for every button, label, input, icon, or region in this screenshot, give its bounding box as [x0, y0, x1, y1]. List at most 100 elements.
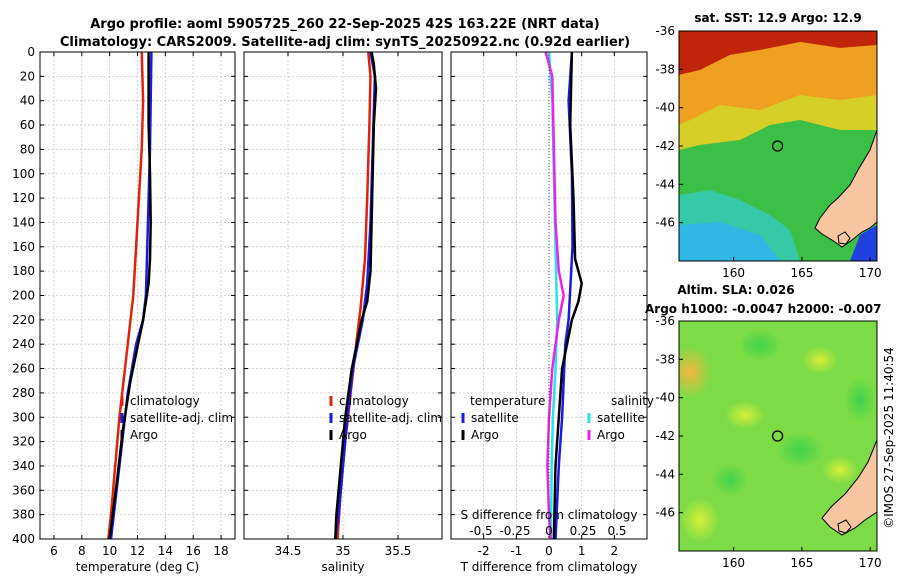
map-x-tick-label: 165: [790, 266, 813, 280]
figure-title-line2: Climatology: CARS2009. Satellite-adj cli…: [60, 35, 630, 50]
map-y-tick-label: -36: [655, 24, 675, 38]
plot-frame: [243, 51, 443, 540]
y-tick-label: 240: [12, 337, 35, 351]
map-y-tick-label: -42: [655, 429, 675, 443]
map-y-tick-label: -44: [655, 467, 675, 481]
sst-map: [679, 31, 877, 261]
temperature-panel: 0 20 40 60 80 100 120 140 160 180 200 220 240 260 280 3…: [12, 45, 236, 574]
y-tick-label: 80: [20, 142, 35, 156]
plot-frame: [39, 51, 236, 540]
sla-green-spot-2: [776, 432, 824, 468]
sst-coast-land: [814, 129, 877, 248]
argo-position-marker: [771, 140, 784, 152]
sla-map-title: Altim. SLA: 0.026: [677, 283, 794, 297]
salinity-axis-label: S difference from climatology: [461, 508, 638, 522]
x-tick-label: 10: [102, 544, 117, 558]
y-tick-label: 20: [20, 69, 35, 83]
x-tick-label: 6: [50, 544, 58, 558]
legend-label: Argo: [130, 428, 158, 442]
x-tick-label: 1: [578, 544, 586, 558]
y-tick-label: 140: [12, 215, 35, 229]
imos-side-label: ©IMOS 27-Sep-2025 11:40:54: [882, 347, 896, 529]
sla-map: [679, 321, 877, 551]
sst-map-axes: 160 165 170 -36 -38 -40 -42 -44 -46: [655, 24, 881, 280]
sst-field-cyan: [679, 222, 780, 261]
map-y-tick-label: -36: [655, 314, 675, 328]
series-line-climatology: [107, 51, 145, 540]
y-tick-label: 400: [12, 532, 35, 546]
y-tick-label: 300: [12, 410, 35, 424]
legend-label: satellite-adj. clim: [130, 411, 233, 425]
map-y-tick-label: -42: [655, 139, 675, 153]
y-tick-label: 100: [12, 167, 35, 181]
sla-yellow-spot-2: [802, 346, 838, 374]
sla-yellow-spot-1: [725, 401, 765, 429]
x-tick-label: 35: [335, 544, 350, 558]
sst-field-yellow-band: [679, 95, 877, 150]
legend-label: Argo: [339, 428, 367, 442]
sst-map-title: sat. SST: 12.9 Argo: 12.9: [694, 11, 861, 25]
sst-field-orange-band: [679, 42, 877, 125]
salinity-tick-label: -0.5: [469, 524, 492, 538]
salinity-tick-label: -0.25: [499, 524, 530, 538]
map-x-tick-label: 160: [722, 556, 745, 570]
sla-green-spot-3: [712, 464, 748, 496]
sla-green-spot-4: [844, 378, 876, 422]
legend-label: climatology: [130, 394, 200, 408]
sla-green-spot-1: [738, 329, 782, 361]
legend-label: satellite-adj. clim: [339, 411, 442, 425]
map-y-tick-label: -44: [655, 177, 675, 191]
sla-warm-spot: [679, 346, 712, 398]
map-x-tick-label: 165: [790, 556, 813, 570]
y-tick-label: 120: [12, 191, 35, 205]
legend-label: satellite: [471, 411, 519, 425]
y-tick-label: 280: [12, 386, 35, 400]
legend-title-temperature: temperature: [470, 394, 545, 408]
y-tick-label: 0: [27, 45, 35, 59]
x-tick-label: 35.5: [385, 544, 412, 558]
legend-label: Argo: [597, 428, 625, 442]
x-tick-label: 12: [130, 544, 145, 558]
sst-field-blue-corner: [850, 225, 877, 261]
y-tick-label: 200: [12, 289, 35, 303]
series-line-temperature-argo: [552, 51, 583, 540]
legend-title-salinity: salinity: [611, 394, 654, 408]
salinity-tick-label: 0: [545, 524, 553, 538]
legend-label: satellite: [597, 411, 645, 425]
map-x-tick-label: 170: [859, 266, 882, 280]
salinity-tick-label: 0.25: [570, 524, 597, 538]
sla-coast-island: [837, 519, 852, 534]
y-tick-label: 40: [20, 94, 35, 108]
argo-position-marker: [771, 430, 784, 442]
x-tick-label: 18: [213, 544, 228, 558]
salinity-tick-label: 0.5: [607, 524, 626, 538]
y-tick-label: 60: [20, 118, 35, 132]
sst-field-red-north: [679, 31, 877, 75]
map-y-tick-label: -40: [655, 101, 675, 115]
x-tick-label: -1: [510, 544, 522, 558]
legend-label: climatology: [339, 394, 409, 408]
map-y-tick-label: -40: [655, 391, 675, 405]
x-tick-label: 2: [611, 544, 619, 558]
sla-map-axes: 160 165 170 -36 -38 -40 -42 -44 -46: [655, 314, 881, 570]
x-tick-label: 0: [545, 544, 553, 558]
y-tick-label: 380: [12, 508, 35, 522]
y-tick-label: 180: [12, 264, 35, 278]
x-tick-label: 16: [186, 544, 201, 558]
legend-label: Argo: [471, 428, 499, 442]
x-tick-label: -2: [478, 544, 490, 558]
x-tick-label: 34.5: [275, 544, 302, 558]
series-line-argo: [334, 51, 378, 540]
figure-title-line1: Argo profile: aoml 5905725_260 22-Sep-20…: [90, 17, 600, 32]
map-x-tick-label: 170: [859, 556, 882, 570]
x-axis-label: temperature (deg C): [76, 560, 199, 574]
salinity-panel: 34.5 35 35.5 salinity climatology satellite-a…: [243, 51, 443, 574]
sla-coast-land: [821, 439, 877, 536]
x-axis-label: salinity: [321, 560, 364, 574]
difference-panel: -2 -1 0 1 2 T difference from climatology S di…: [450, 51, 654, 574]
sla-map-subtitle: Argo h1000: -0.0047 h2000: -0.007: [645, 302, 881, 316]
y-tick-label: 360: [12, 483, 35, 497]
y-tick-label: 260: [12, 362, 35, 376]
map-y-tick-label: -38: [655, 352, 675, 366]
